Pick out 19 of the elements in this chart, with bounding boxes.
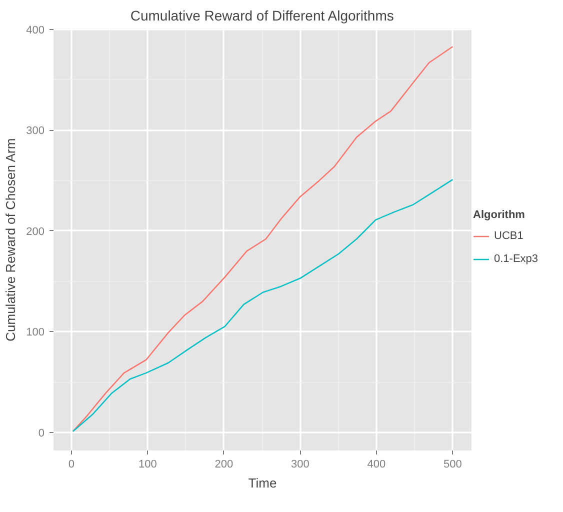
legend-label: UCB1 bbox=[494, 230, 524, 242]
y-tick-label: 100 bbox=[26, 326, 45, 339]
y-axis-title: Cumulative Reward of Chosen Arm bbox=[3, 138, 18, 342]
x-axis-title: Time bbox=[248, 476, 277, 490]
y-tick-label: 400 bbox=[26, 24, 45, 37]
legend-title: Algorithm bbox=[473, 209, 526, 221]
x-tick-label: 200 bbox=[214, 458, 234, 470]
legend-label: 0.1-Exp3 bbox=[494, 253, 538, 265]
line-series bbox=[72, 178, 454, 432]
y-tick-label: 300 bbox=[26, 125, 45, 138]
x-tick-label: 500 bbox=[443, 458, 462, 470]
x-tick-label: 300 bbox=[290, 458, 310, 470]
line-series bbox=[72, 46, 454, 432]
chart-title: Cumulative Reward of Different Algorithms bbox=[130, 8, 394, 24]
y-tick-label: 200 bbox=[26, 226, 45, 238]
x-tick-label: 0 bbox=[68, 458, 74, 470]
x-tick-label: 400 bbox=[367, 458, 386, 470]
x-tick-label: 100 bbox=[138, 458, 157, 470]
y-tick-label: 0 bbox=[38, 427, 45, 440]
